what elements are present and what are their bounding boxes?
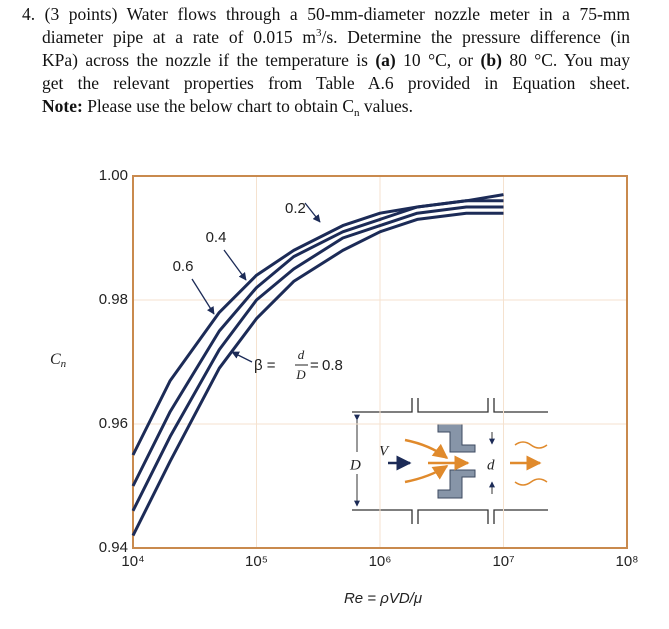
x-axis-label: Re = ρVD/μ — [344, 590, 422, 607]
beta-label: d — [298, 347, 305, 362]
text-line: 4. (3 points) Water flows through a 50-m… — [22, 4, 630, 25]
y-axis-label: Cn — [50, 351, 67, 370]
x-tick-label: 10⁷ — [492, 553, 514, 570]
text-run: Please use the below chart to obtain C — [82, 96, 354, 116]
text-run: diameter pipe at a rate of 0.015 m — [42, 27, 316, 47]
beta-label: β = — [254, 357, 276, 374]
text-line: Note: Please use the below chart to obta… — [42, 96, 413, 119]
y-axis-label-sub: n — [61, 358, 67, 370]
text-run: 3 — [315, 27, 322, 39]
text-run: Note: — [42, 96, 83, 116]
text-run: 10 °C, or — [395, 50, 481, 70]
diagram-label: d — [487, 457, 495, 473]
curve — [131, 205, 504, 512]
x-tick-label: 10⁶ — [369, 553, 392, 570]
y-tick-label: 0.98 — [99, 291, 128, 308]
y-tick-label: 1.00 — [99, 167, 128, 184]
diagram-label: V — [379, 443, 390, 459]
series-label: 0.2 — [285, 200, 306, 217]
series-label: 0.6 — [173, 258, 194, 275]
series-label: 0.4 — [206, 229, 227, 246]
x-tick-label: 10⁸ — [615, 553, 638, 570]
text-line: get the relevant properties from Table A… — [42, 73, 630, 94]
leader-line — [304, 202, 321, 223]
leader-line — [223, 249, 247, 281]
text-run: n — [354, 107, 360, 119]
text-run: 80 °C. You may — [501, 50, 631, 70]
y-tick-label: 0.96 — [99, 415, 128, 432]
series-label: 0.8 — [322, 357, 343, 374]
plot-frame — [132, 175, 628, 549]
x-tick-label: 10⁴ — [121, 553, 144, 570]
nozzle-diagram: V D d — [349, 398, 548, 524]
text-run: KPa) across the nozzle if the temperatur… — [42, 50, 376, 70]
text-run: (a) — [375, 50, 396, 70]
text-run: /s. Determine the pressure difference (i… — [321, 27, 630, 47]
curve — [131, 193, 504, 456]
text-run: (b) — [480, 50, 502, 70]
leader-line — [231, 351, 253, 363]
y-tick-label: 0.94 — [99, 539, 128, 556]
diagram-label: D — [349, 457, 361, 473]
text-run: values. — [359, 96, 413, 116]
text-line: diameter pipe at a rate of 0.015 m3/s. D… — [42, 27, 630, 48]
y-axis-label-main: C — [50, 351, 61, 368]
text-run: 4. (3 points) Water flows through a 50-m… — [22, 4, 630, 24]
leader-line — [191, 278, 215, 315]
x-tick-label: 10⁵ — [245, 553, 268, 570]
beta-label: = — [310, 357, 319, 374]
curve — [131, 199, 504, 487]
text-run: get the relevant properties from Table A… — [42, 73, 630, 93]
beta-label: D — [295, 367, 306, 382]
text-line: KPa) across the nozzle if the temperatur… — [42, 50, 630, 71]
curve — [131, 211, 504, 537]
